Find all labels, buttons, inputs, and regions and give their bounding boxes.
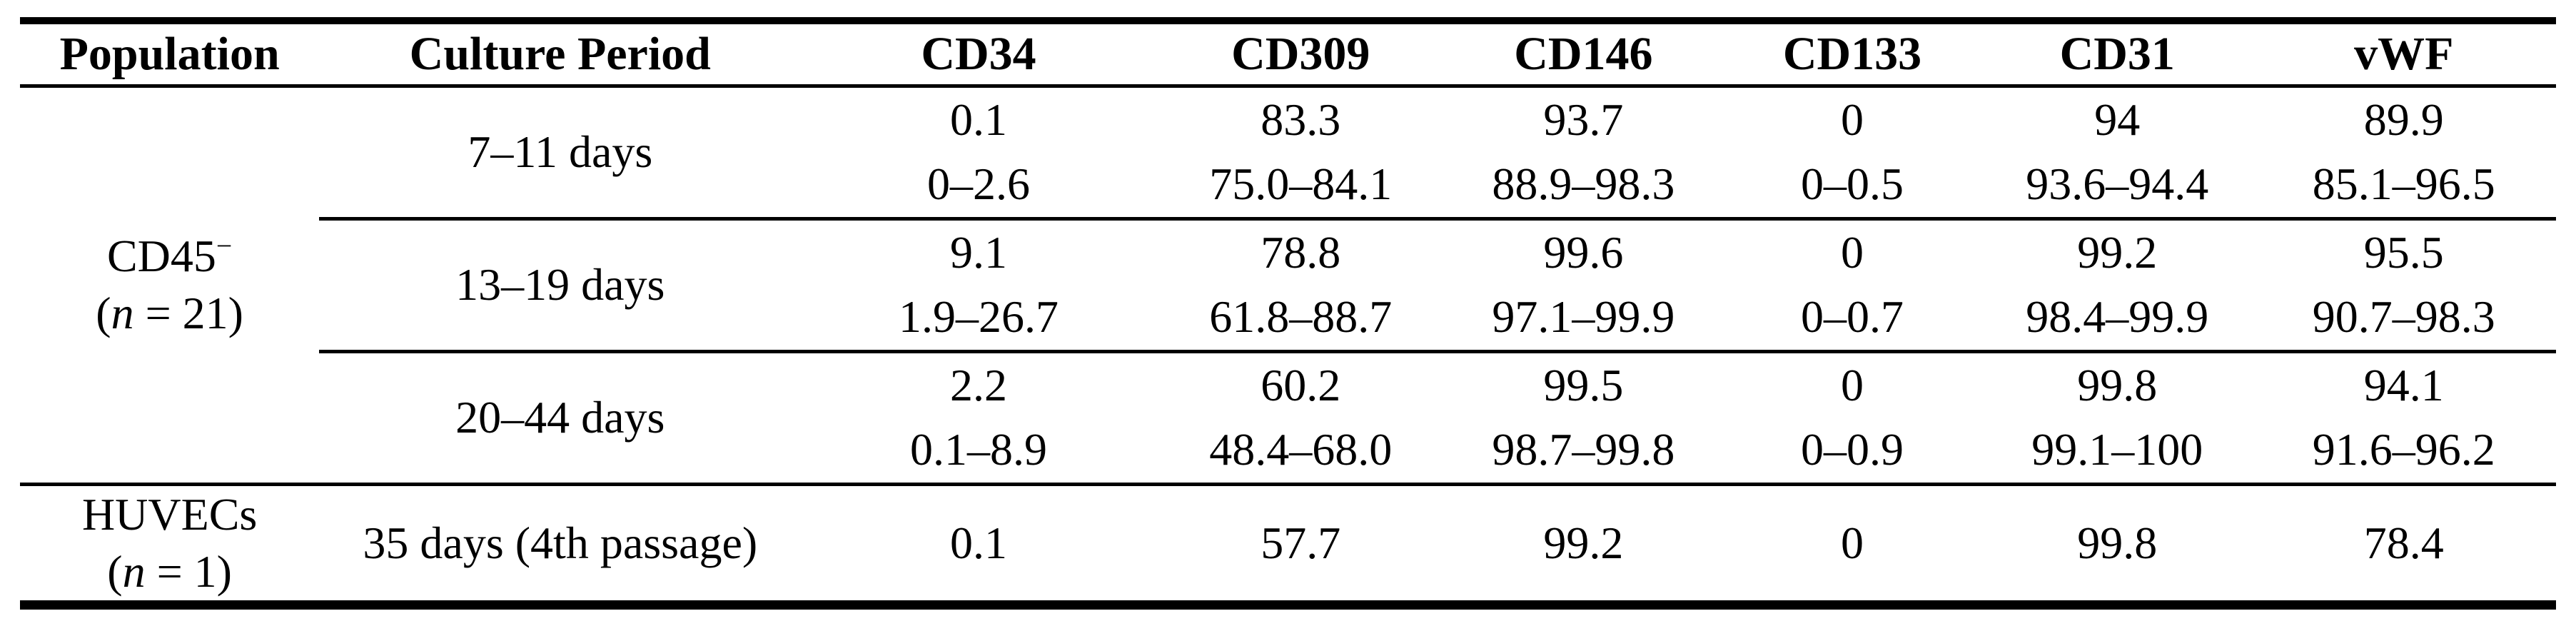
population-name: HUVECs bbox=[20, 486, 319, 543]
median-cell: 0 bbox=[1840, 226, 1864, 278]
range-cell: 0–0.5 bbox=[1722, 152, 1983, 221]
population-text: CD45 bbox=[106, 231, 216, 281]
table-row-cd45-13-19-median: 13–19 days 9.1 78.8 99.6 0 99.2 95.5 bbox=[20, 218, 2556, 353]
culture-period-cell: 13–19 days bbox=[319, 218, 802, 353]
median-cell: 94.1 bbox=[2363, 359, 2444, 410]
table-row-cd45-7-11-range: 0–2.6 75.0–84.1 88.9–98.3 0–0.5 93.6–94.… bbox=[20, 152, 2556, 221]
population-sample-size: (n = 21) bbox=[20, 285, 319, 342]
n-variable: n bbox=[122, 545, 146, 597]
range-cell: 61.8–88.7 bbox=[1156, 285, 1445, 353]
superscript-minus: − bbox=[216, 230, 233, 262]
range-cell: 93.6–94.4 bbox=[1982, 152, 2252, 221]
median-cell: 0.1 bbox=[950, 94, 1008, 145]
table-row-cd45-13-19-range: 1.9–26.7 61.8–88.7 97.1–99.9 0–0.7 98.4–… bbox=[20, 285, 2556, 353]
column-header-vwf: vWF bbox=[2251, 21, 2556, 88]
range-cell: 0–2.6 bbox=[801, 152, 1156, 221]
range-cell: 88.9–98.3 bbox=[1445, 152, 1722, 221]
table-row-cd45-20-44-median: 20–44 days 2.2 60.2 99.5 0 99.8 94.1 bbox=[20, 351, 2556, 486]
table-row-cd45-7-11-median: CD45− (n = 21) 7–11 days 0.1 83.3 93.7 0… bbox=[20, 86, 2556, 338]
population-name: CD45− bbox=[20, 228, 319, 285]
range-cell: 97.1–99.9 bbox=[1445, 285, 1722, 353]
range-cell: 1.9–26.7 bbox=[801, 285, 1156, 353]
median-cell: 0 bbox=[1722, 482, 1983, 605]
column-header-culture-period: Culture Period bbox=[319, 21, 802, 88]
median-cell: 93.7 bbox=[1543, 94, 1624, 145]
range-cell: 98.4–99.9 bbox=[1982, 285, 2252, 353]
median-cell: 0.1 bbox=[801, 482, 1156, 605]
median-cell: 57.7 bbox=[1156, 482, 1445, 605]
column-header-population: Population bbox=[20, 21, 320, 88]
median-cell: 99.8 bbox=[1982, 482, 2252, 605]
column-header-cd133: CD133 bbox=[1722, 21, 1983, 88]
population-text: HUVECs bbox=[81, 488, 258, 540]
range-cell: 98.7–99.8 bbox=[1445, 418, 1722, 486]
population-cell-huvecs: HUVECs (n = 1) bbox=[20, 482, 320, 605]
column-header-cd146: CD146 bbox=[1445, 21, 1722, 88]
table-row-huvecs: HUVECs (n = 1) 35 days (4th passage) 0.1… bbox=[20, 482, 2556, 605]
median-cell: 0 bbox=[1840, 94, 1864, 145]
range-cell: 91.6–96.2 bbox=[2251, 418, 2556, 486]
median-cell: 83.3 bbox=[1261, 94, 1341, 145]
n-value: = 1) bbox=[145, 545, 232, 597]
range-cell: 85.1–96.5 bbox=[2251, 152, 2556, 221]
median-cell: 78.4 bbox=[2251, 482, 2556, 605]
column-header-cd309: CD309 bbox=[1156, 21, 1445, 88]
range-cell: 90.7–98.3 bbox=[2251, 285, 2556, 353]
paren-open: ( bbox=[107, 545, 123, 597]
median-cell: 99.5 bbox=[1543, 359, 1624, 410]
column-header-cd34: CD34 bbox=[801, 21, 1156, 88]
culture-period-cell: 35 days (4th passage) bbox=[319, 482, 802, 605]
range-cell: 75.0–84.1 bbox=[1156, 152, 1445, 221]
range-cell: 99.1–100 bbox=[1982, 418, 2252, 486]
paren-open: ( bbox=[96, 288, 111, 338]
population-sample-size: (n = 1) bbox=[20, 543, 319, 600]
median-cell: 9.1 bbox=[950, 226, 1008, 278]
range-cell: 0.1–8.9 bbox=[801, 418, 1156, 486]
median-cell: 99.2 bbox=[2077, 226, 2158, 278]
median-cell: 94 bbox=[2094, 94, 2141, 145]
median-cell: 99.6 bbox=[1543, 226, 1624, 278]
median-cell: 0 bbox=[1840, 359, 1864, 410]
range-cell: 0–0.7 bbox=[1722, 285, 1983, 353]
median-cell: 60.2 bbox=[1261, 359, 1341, 410]
median-cell: 99.2 bbox=[1445, 482, 1722, 605]
header-row: Population Culture Period CD34 CD309 CD1… bbox=[20, 21, 2556, 88]
document-page: Population Culture Period CD34 CD309 CD1… bbox=[20, 17, 2556, 610]
population-cell-cd45: CD45− (n = 21) bbox=[20, 86, 319, 484]
median-cell: 99.8 bbox=[2077, 359, 2158, 410]
median-cell: 89.9 bbox=[2363, 94, 2444, 145]
range-cell: 0–0.9 bbox=[1722, 418, 1983, 486]
median-cell: 95.5 bbox=[2363, 226, 2444, 278]
surface-marker-table: Population Culture Period CD34 CD309 CD1… bbox=[20, 17, 2556, 610]
culture-period-cell: 20–44 days bbox=[319, 351, 802, 486]
culture-period-cell: 7–11 days bbox=[319, 86, 802, 221]
n-value: = 21) bbox=[133, 288, 243, 338]
range-cell: 48.4–68.0 bbox=[1156, 418, 1445, 486]
n-variable: n bbox=[111, 288, 134, 338]
table-row-cd45-20-44-range: 0.1–8.9 48.4–68.0 98.7–99.8 0–0.9 99.1–1… bbox=[20, 418, 2556, 486]
column-header-cd31: CD31 bbox=[1982, 21, 2252, 88]
median-cell: 78.8 bbox=[1261, 226, 1341, 278]
median-cell: 2.2 bbox=[950, 359, 1008, 410]
